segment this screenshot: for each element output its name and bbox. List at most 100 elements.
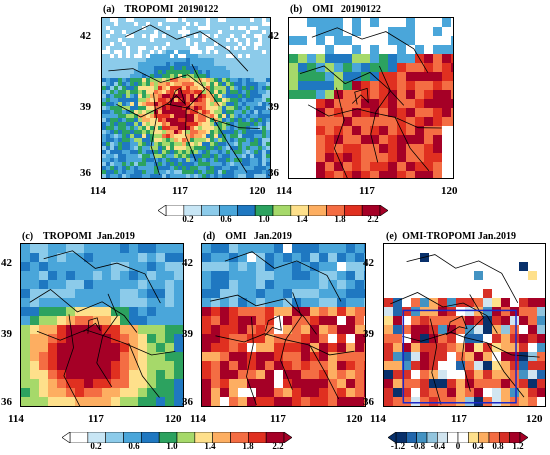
grid-cell <box>182 74 187 79</box>
grid-cell <box>202 130 207 135</box>
grid-cell <box>190 162 195 167</box>
grid-cell <box>214 126 219 131</box>
grid-cell <box>258 34 263 39</box>
grid-cell <box>158 22 163 27</box>
grid-cell <box>165 370 175 380</box>
panel-c-lon-114: 114 <box>8 413 24 425</box>
boundary-line <box>83 317 101 334</box>
panel-b-map-svg <box>289 18 453 178</box>
grid-cell <box>388 45 398 55</box>
grid-cell <box>501 316 511 326</box>
grid-cell <box>229 262 239 272</box>
grid-cell <box>93 271 103 281</box>
grid-cell <box>483 244 493 254</box>
grid-cell <box>102 361 112 371</box>
grid-cell <box>256 280 266 290</box>
grid-cell <box>186 82 191 87</box>
grid-cell <box>307 54 317 64</box>
grid-cell <box>106 70 111 75</box>
grid-cell <box>370 45 380 55</box>
grid-cell <box>182 158 187 163</box>
grid-cell <box>198 102 203 107</box>
grid-cell <box>266 170 270 175</box>
grid-cell <box>122 142 127 147</box>
grid-cell <box>483 298 493 308</box>
grid-cell <box>150 170 155 175</box>
grid-cell <box>246 102 251 107</box>
grid-cell <box>170 78 175 83</box>
grid-cell <box>242 22 247 27</box>
grid-cell <box>138 397 148 406</box>
grid-cell <box>110 58 115 63</box>
grid-cell <box>114 66 119 71</box>
grid-cell <box>170 166 175 171</box>
grid-cell <box>106 106 111 111</box>
grid-cell <box>220 343 230 353</box>
grid-cell <box>102 94 107 99</box>
grid-cell <box>198 38 203 43</box>
grid-cell <box>442 81 452 91</box>
grid-cell <box>154 138 159 143</box>
grid-cell <box>298 108 308 118</box>
grid-cell <box>319 379 329 389</box>
grid-cell <box>424 99 434 109</box>
grid-cell <box>202 110 207 115</box>
grid-cell <box>120 271 130 281</box>
grid-cell <box>258 142 263 147</box>
grid-cell <box>210 118 215 123</box>
grid-cell <box>415 81 425 91</box>
grid-cell <box>447 370 457 380</box>
grid-cell <box>262 50 267 55</box>
grid-cell <box>266 94 270 99</box>
grid-cell <box>361 99 371 109</box>
grid-cell <box>30 379 40 389</box>
grid-cell <box>202 158 207 163</box>
grid-cell <box>262 166 267 171</box>
grid-cell <box>129 343 139 353</box>
grid-cell <box>254 102 259 107</box>
grid-cell <box>210 138 215 143</box>
grid-cell <box>238 158 243 163</box>
grid-cell <box>93 388 103 398</box>
grid-cell <box>289 126 299 136</box>
grid-cell <box>361 18 371 28</box>
grid-cell <box>158 38 163 43</box>
grid-cell <box>120 361 130 371</box>
grid-cell <box>352 108 362 118</box>
grid-cell <box>220 352 230 362</box>
grid-cell <box>316 144 326 154</box>
grid-cell <box>254 78 259 83</box>
grid-cell <box>528 316 538 326</box>
grid-cell <box>174 289 183 299</box>
grid-cell <box>194 22 199 27</box>
grid-cell <box>246 66 251 71</box>
grid-cell <box>254 46 259 51</box>
grid-cell <box>346 361 356 371</box>
grid-cell <box>492 262 502 272</box>
grid-cell <box>178 70 183 75</box>
grid-cell <box>483 379 493 389</box>
grid-cell <box>130 98 135 103</box>
grid-cell <box>218 170 223 175</box>
grid-cell <box>174 154 179 159</box>
grid-cell <box>250 166 255 171</box>
grid-cell <box>283 388 293 398</box>
grid-cell <box>66 280 76 290</box>
grid-cell <box>352 18 362 28</box>
grid-cell <box>84 307 94 317</box>
grid-cell <box>301 271 311 281</box>
grid-cell <box>110 174 115 178</box>
grid-cell <box>226 162 231 167</box>
grid-cell <box>334 108 344 118</box>
grid-cell <box>337 397 347 406</box>
panel-b-lat-42: 42 <box>268 30 279 42</box>
grid-cell <box>298 126 308 136</box>
grid-cell <box>234 106 239 111</box>
grid-cell <box>130 46 135 51</box>
grid-cell <box>234 34 239 39</box>
grid-cell <box>519 253 529 263</box>
grid-cell <box>328 253 338 263</box>
grid-cell <box>198 54 203 59</box>
grid-cell <box>337 280 347 290</box>
grid-cell <box>118 174 123 178</box>
